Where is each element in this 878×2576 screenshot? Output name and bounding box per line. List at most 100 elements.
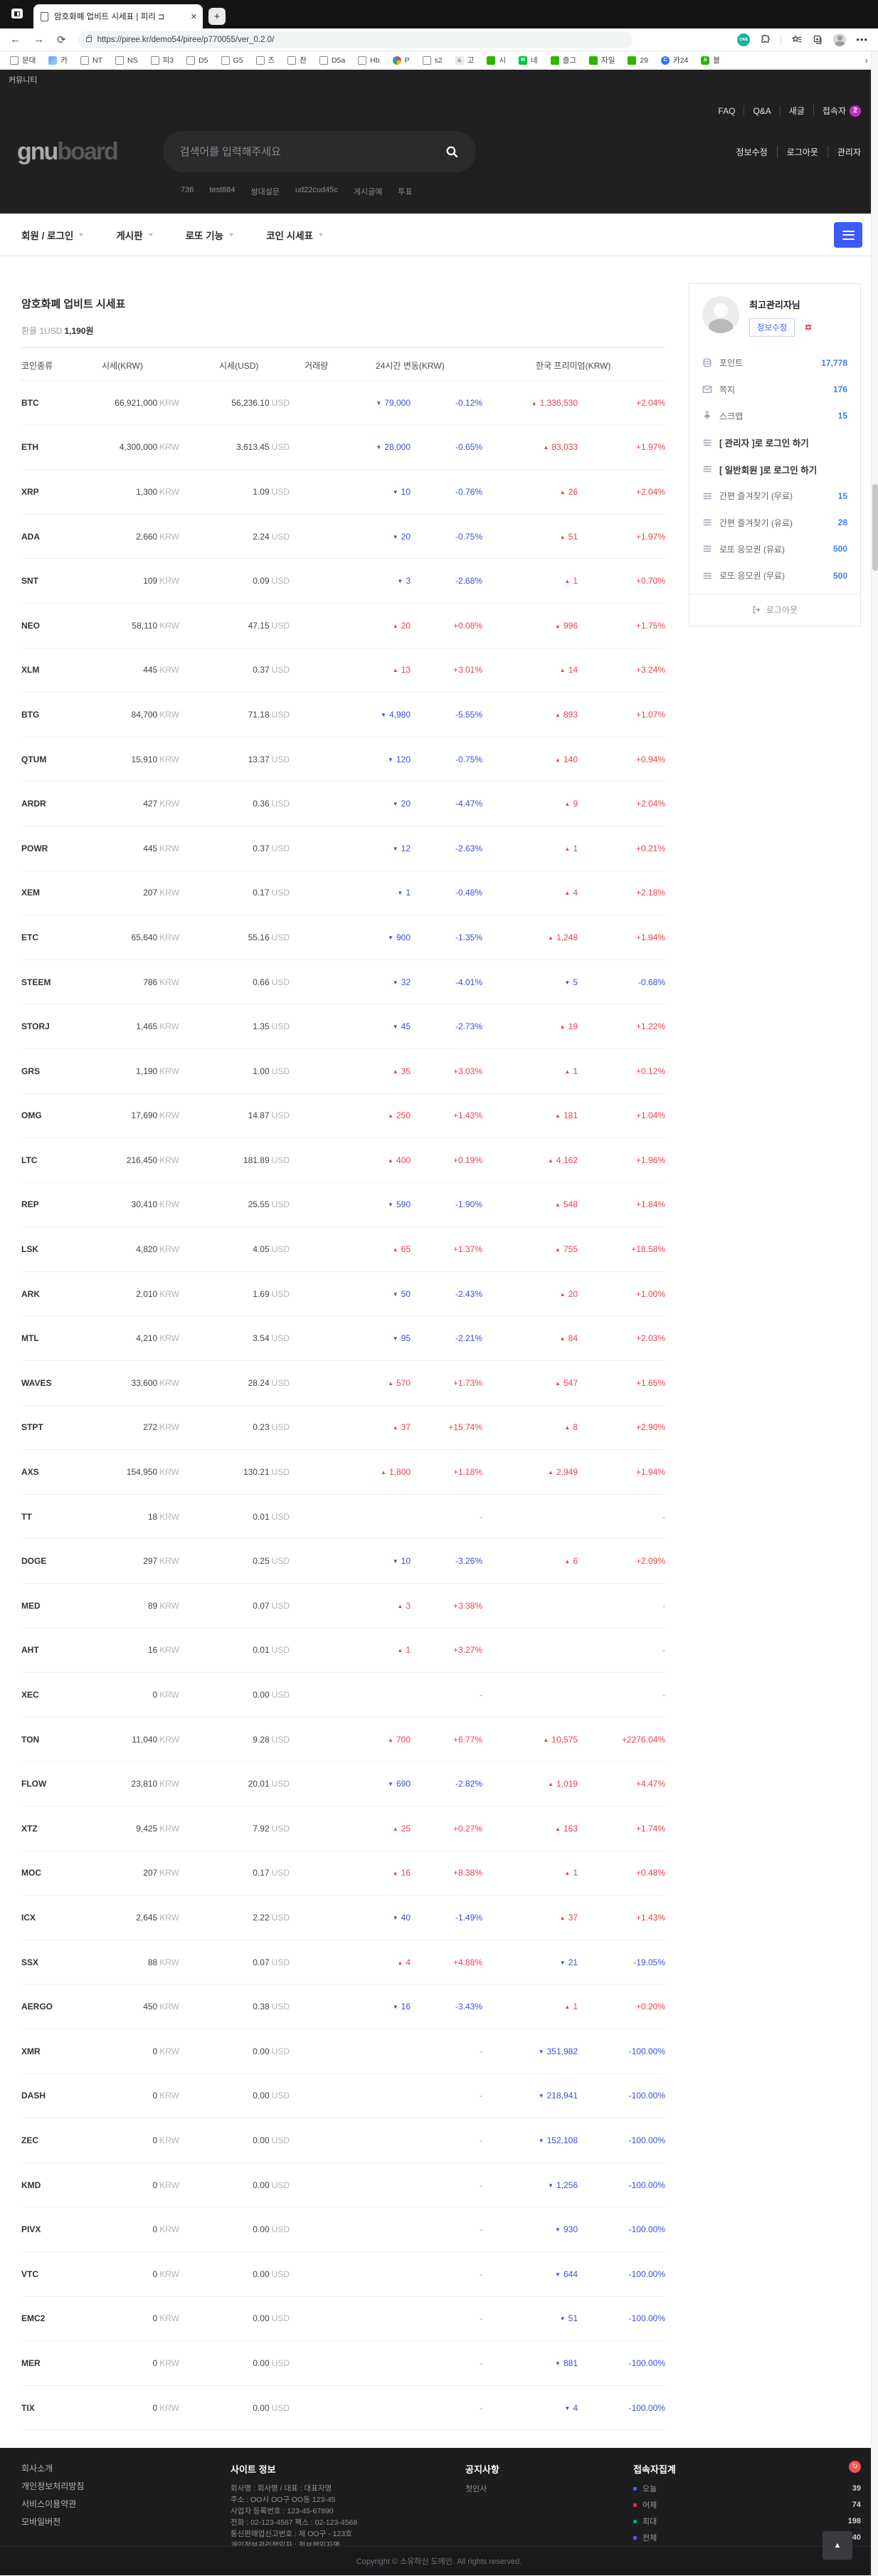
footer-link[interactable]: 회사소개 bbox=[21, 2464, 53, 2474]
bookmark-item[interactable]: P bbox=[392, 56, 410, 65]
url-bar[interactable]: https://piree.kr/demo54/piree/p770055/ve… bbox=[77, 31, 633, 48]
header-sub-link[interactable]: 736 bbox=[181, 186, 194, 194]
table-row[interactable]: KMD 0 KRW 0.00 USD - ▼ 1,256 -100.00% bbox=[21, 2163, 665, 2208]
faq-link[interactable]: FAQ bbox=[709, 105, 745, 116]
admin-link[interactable]: 관리자 bbox=[837, 147, 861, 157]
table-row[interactable]: XMR 0 KRW 0.00 USD - ▼ 351,982 -100.00% bbox=[21, 2029, 665, 2074]
logout-link[interactable]: 로그아웃 bbox=[778, 145, 828, 158]
browser-tab[interactable]: 암호화폐 업비트 시세표 | 피리 ⊐ ✕ bbox=[33, 4, 203, 28]
table-row[interactable]: NEO 58,110 KRW 47.15 USD ▲ 20 +0.08% ▲ 996 +1.75% bbox=[21, 604, 665, 648]
forward-icon[interactable]: → bbox=[33, 33, 44, 46]
sidebar-menu-item[interactable]: 쪽지 176 bbox=[689, 376, 860, 402]
bookmark-item[interactable]: 찬 bbox=[287, 55, 307, 65]
table-row[interactable]: MED 89 KRW 0.07 USD ▲ 3 +3.38% - bbox=[21, 1584, 665, 1629]
nav-item[interactable]: 게시판 bbox=[116, 228, 153, 242]
table-row[interactable]: XTZ 9,425 KRW 7.92 USD ▲ 25 +0.27% ▲ 163 +1.74% bbox=[21, 1807, 665, 1851]
sidebar-menu-item[interactable]: 로또 응모권 (무료) 500 bbox=[689, 562, 860, 589]
bookmark-item[interactable]: 카 bbox=[48, 55, 68, 65]
favorites-icon[interactable] bbox=[791, 34, 803, 45]
table-row[interactable]: ETH 4,300,000 KRW 3,613.45 USD ▼ 28,000 -0.65% ▲… bbox=[21, 426, 665, 470]
sidebar-logout[interactable]: 로그아웃 bbox=[689, 593, 860, 626]
table-row[interactable]: BTC 66,921,000 KRW 56,236.10 USD ▼ 79,000 -0.12… bbox=[21, 381, 665, 426]
bookmark-item[interactable]: ♨ 고 bbox=[455, 55, 474, 65]
table-row[interactable]: AXS 154,950 KRW 130.21 USD ▲ 1,800 +1.18% ▲ 2,949… bbox=[21, 1450, 665, 1495]
header-sub-link[interactable]: 쌍대설문 bbox=[250, 188, 280, 196]
site-logo[interactable]: gnuboard bbox=[17, 137, 119, 165]
scrollbar-thumb[interactable] bbox=[872, 484, 878, 571]
table-row[interactable]: ADA 2,660 KRW 2.24 USD ▼ 20 -0.75% ▲ 51 +1.97% bbox=[21, 515, 665, 559]
bookmark-item[interactable]: 즈 bbox=[255, 55, 275, 65]
qna-link[interactable]: Q&A bbox=[744, 105, 781, 116]
edit-info-link[interactable]: 정보수정 bbox=[727, 145, 778, 158]
browser-profile-avatar[interactable] bbox=[833, 33, 847, 46]
sidebar-menu-item[interactable]: 간편 즐겨찾기 (유료) 28 bbox=[689, 509, 860, 535]
table-row[interactable]: TT 18 KRW 0.01 USD - - bbox=[21, 1495, 665, 1540]
table-row[interactable]: ARDR 427 KRW 0.36 USD ▼ 20 -4.47% ▲ 9 +2.04% bbox=[21, 782, 665, 826]
visitors-refresh-icon[interactable]: ↻ bbox=[849, 2461, 861, 2473]
table-row[interactable]: TIX 0 KRW 0.00 USD - ▼ 4 -100.00% bbox=[21, 2386, 665, 2431]
header-sub-link[interactable]: 게시글예 bbox=[353, 188, 383, 196]
table-row[interactable]: FLOW 23,810 KRW 20.01 USD ▼ 690 -2.82% ▲ 1,019 +4.… bbox=[21, 1762, 665, 1807]
table-row[interactable]: XLM 445 KRW 0.37 USD ▲ 13 +3.01% ▲ 14 +3.24% bbox=[21, 648, 665, 693]
sidebar-menu-item[interactable]: [ 관리자 ]로 로그인 하기 bbox=[689, 429, 860, 456]
table-row[interactable]: STEEM 786 KRW 0.66 USD ▼ 32 -4.01% ▼ 5 -0.68% bbox=[21, 960, 665, 1005]
table-row[interactable]: QTUM 15,910 KRW 13.37 USD ▼ 120 -0.75% ▲ 140 +0.94… bbox=[21, 737, 665, 782]
table-row[interactable]: SSX 88 KRW 0.07 USD ▲ 4 +4.88% ▼ 21 -19.05% bbox=[21, 1940, 665, 1985]
one-extension-icon[interactable]: ONE bbox=[737, 33, 751, 46]
bookmark-item[interactable]: 자일 bbox=[589, 55, 615, 65]
bookmark-item[interactable]: 피3 bbox=[150, 55, 174, 65]
visitors-link[interactable]: 접속자 2 bbox=[814, 105, 861, 117]
table-row[interactable]: STORJ 1,465 KRW 1.35 USD ▼ 45 -2.73% ▲ 19 +1.22% bbox=[21, 1004, 665, 1049]
nav-item[interactable]: 회원 / 로그인 bbox=[21, 228, 84, 242]
back-icon[interactable]: ← bbox=[10, 33, 21, 46]
table-row[interactable]: ICX 2,645 KRW 2.22 USD ▼ 40 -1.49% ▲ 37 +1.43% bbox=[21, 1896, 665, 1940]
nav-item[interactable]: 코인 시세표 bbox=[266, 228, 323, 242]
bookmark-item[interactable]: NS bbox=[115, 56, 138, 65]
workspace-icon[interactable] bbox=[11, 9, 23, 19]
header-sub-link[interactable]: test884 bbox=[209, 186, 236, 194]
collections-icon[interactable] bbox=[813, 34, 823, 45]
table-row[interactable]: ETC 65,640 KRW 55.16 USD ▼ 900 -1.35% ▲ 1,248 +1.9… bbox=[21, 915, 665, 960]
new-posts-link[interactable]: 새글 bbox=[781, 105, 814, 117]
search-input[interactable] bbox=[179, 145, 445, 158]
table-row[interactable]: VTC 0 KRW 0.00 USD - ▼ 644 -100.00% bbox=[21, 2252, 665, 2297]
table-row[interactable]: XRP 1,300 KRW 1.09 USD ▼ 10 -0.76% ▲ 26 +2.04% bbox=[21, 470, 665, 515]
header-sub-link[interactable]: ud22cud45c bbox=[295, 186, 338, 194]
search-icon[interactable] bbox=[445, 145, 459, 159]
table-row[interactable]: REP 30,410 KRW 25.55 USD ▼ 590 -1.90% ▲ 548 +1.84% bbox=[21, 1183, 665, 1228]
sidebar-menu-item[interactable]: [ 일반회원 ]로 로그인 하기 bbox=[689, 456, 860, 483]
table-row[interactable]: OMG 17,690 KRW 14.87 USD ▲ 250 +1.43% ▲ 181 +1.04% bbox=[21, 1094, 665, 1139]
hamburger-menu-button[interactable] bbox=[834, 222, 862, 248]
footer-link[interactable]: 모바일버전 bbox=[21, 2517, 61, 2527]
nav-item[interactable]: 로또 기능 bbox=[186, 228, 234, 242]
table-row[interactable]: MOC 207 KRW 0.17 USD ▲ 16 +8.38% ▲ 1 +0.48% bbox=[21, 1851, 665, 1896]
footer-link[interactable]: 개인정보처리방침 bbox=[21, 2481, 85, 2491]
table-row[interactable]: PIVX 0 KRW 0.00 USD - ▼ 930 -100.00% bbox=[21, 2207, 665, 2252]
table-row[interactable]: POWR 445 KRW 0.37 USD ▼ 12 -2.63% ▲ 1 +0.21% bbox=[21, 826, 665, 871]
table-row[interactable]: AERGO 450 KRW 0.38 USD ▼ 16 -3.43% ▲ 1 +0.20% bbox=[21, 1984, 665, 2029]
bookmark-item[interactable]: 시 bbox=[487, 55, 506, 65]
bookmark-item[interactable]: s2 bbox=[422, 56, 443, 65]
table-row[interactable]: EMC2 0 KRW 0.00 USD - ▼ 51 -100.00% bbox=[21, 2297, 665, 2342]
sidebar-menu-item[interactable]: 간편 즐겨찾기 (무료) 15 bbox=[689, 483, 860, 509]
header-sub-link[interactable]: 투표 bbox=[398, 188, 413, 196]
table-row[interactable]: GRS 1,190 KRW 1.00 USD ▲ 35 +3.03% ▲ 1 +0.12% bbox=[21, 1049, 665, 1094]
table-row[interactable]: BTG 84,700 KRW 71.18 USD ▼ 4,980 -5.55% ▲ 893 +1.0… bbox=[21, 693, 665, 737]
bookmark-item[interactable]: Hb bbox=[358, 56, 380, 65]
bookmark-item[interactable]: 즐그 bbox=[550, 55, 576, 65]
table-row[interactable]: LTC 216,450 KRW 181.89 USD ▲ 400 +0.19% ▲ 4,162 +1… bbox=[21, 1138, 665, 1183]
new-tab-button[interactable]: + bbox=[208, 8, 226, 25]
bookmark-item[interactable]: 문대 bbox=[10, 55, 36, 65]
bookmark-item[interactable]: C 카24 bbox=[661, 55, 688, 65]
table-row[interactable]: AHT 16 KRW 0.01 USD ▲ 1 +3.27% - bbox=[21, 1629, 665, 1673]
table-row[interactable]: ZEC 0 KRW 0.00 USD - ▼ 152,108 -100.00% bbox=[21, 2118, 665, 2163]
table-row[interactable]: SNT 109 KRW 0.09 USD ▼ 3 -2.68% ▲ 1 +0.70% bbox=[21, 559, 665, 604]
sidebar-menu-item[interactable]: 포인트 17,778 bbox=[689, 349, 860, 376]
table-row[interactable]: TON 11,040 KRW 9.28 USD ▲ 700 +6.77% ▲ 10,575 +227… bbox=[21, 1718, 665, 1762]
community-label[interactable]: 커뮤니티 bbox=[9, 76, 38, 85]
table-row[interactable]: STPT 272 KRW 0.23 USD ▲ 37 +15.74% ▲ 8 +2.90% bbox=[21, 1406, 665, 1451]
bookmark-item[interactable]: NT bbox=[80, 56, 102, 65]
notice-item[interactable]: 첫인사 bbox=[465, 2485, 487, 2493]
